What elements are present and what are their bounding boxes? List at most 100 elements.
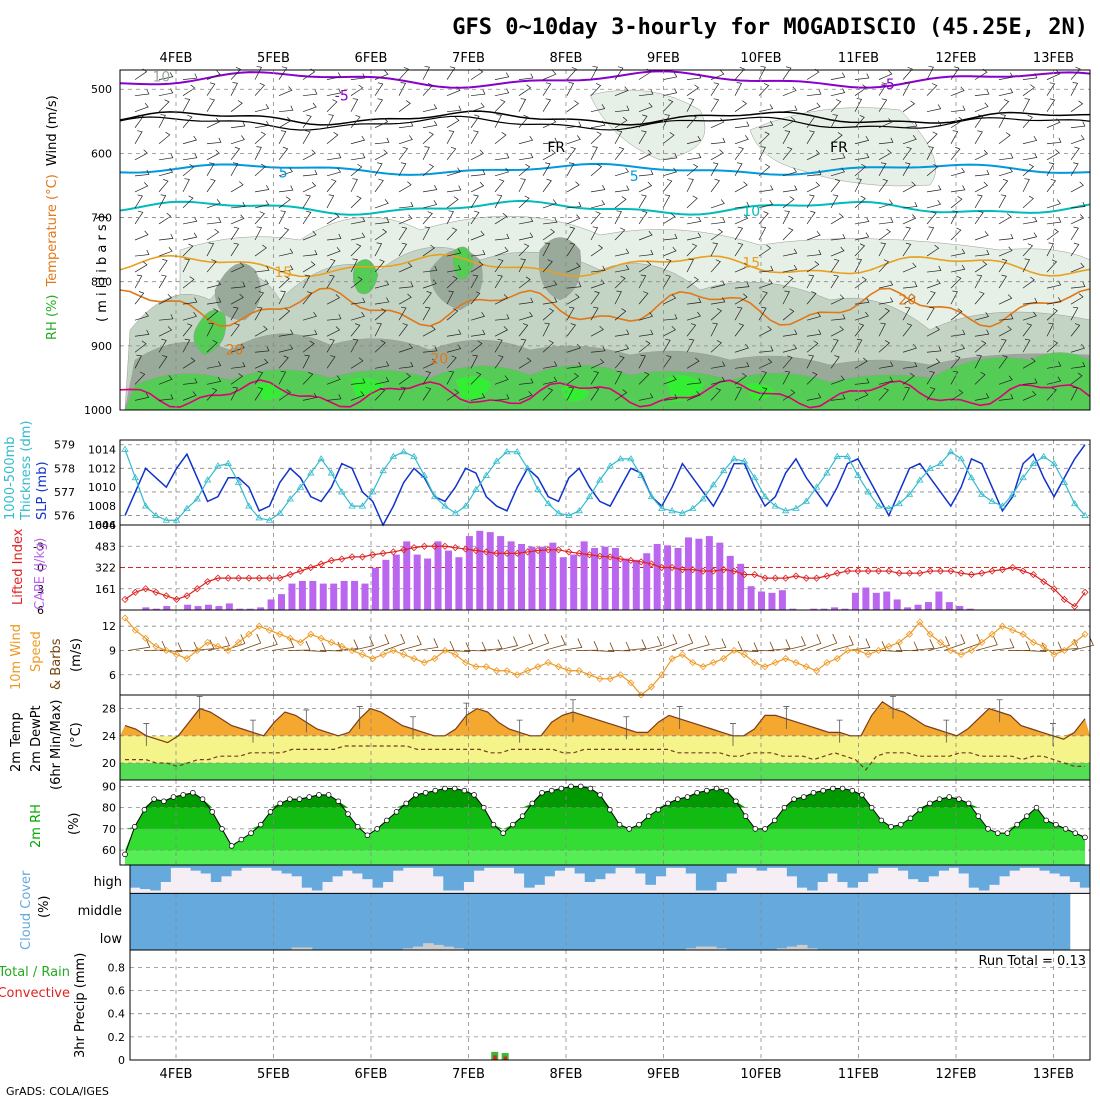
rh-marker (597, 792, 603, 798)
thickness-marker (265, 516, 274, 523)
wind-barb (1022, 98, 1031, 112)
cloud-middle-bar (796, 893, 808, 950)
li-marker (410, 544, 418, 552)
wind-barb (878, 228, 891, 241)
surface-wind-barb (479, 639, 503, 651)
wind-barb (1070, 361, 1086, 369)
wind-barb (206, 387, 218, 401)
rh-marker (258, 821, 264, 828)
wind-barb (566, 135, 581, 145)
cloud-high-bar (716, 865, 727, 882)
li-marker (874, 567, 883, 575)
contour-label: 50 (460, 288, 478, 304)
wind-barb (206, 70, 221, 80)
wind-barb (854, 258, 862, 273)
wind-barb (470, 340, 483, 353)
wind-barb (182, 232, 198, 241)
wind-barb (398, 306, 407, 321)
cloud-high-bar (514, 865, 525, 874)
tick-label: 700 (91, 212, 112, 225)
wind-barb (614, 86, 629, 96)
cloud-high-bar (908, 865, 919, 880)
wind-barb (1070, 293, 1084, 305)
cloud-high-bar (817, 865, 828, 882)
wind-barb (374, 322, 382, 337)
wind-barb (206, 308, 219, 321)
wind-barb (134, 311, 149, 321)
run-total-label: Run Total = 0.13 (978, 954, 1086, 969)
wind-barb (374, 117, 389, 129)
cloud-middle-bar (372, 893, 384, 950)
wind-speed-marker (844, 646, 852, 655)
tick-label: 9 (109, 644, 116, 657)
wind-barb (230, 201, 246, 209)
wind-barb (206, 259, 217, 273)
wind-barb (590, 244, 604, 257)
wind-barb (350, 243, 362, 257)
wind-barb (542, 242, 551, 257)
wind-barb (854, 232, 870, 241)
wind-barb (686, 73, 702, 80)
wind-speed-marker (462, 659, 470, 667)
thickness-marker (1019, 474, 1027, 481)
cloud-middle-bar (857, 893, 869, 950)
surface-wind-barb (863, 641, 887, 651)
cloud-middle-bar (362, 893, 374, 950)
wind-speed-marker (152, 642, 160, 650)
wind-barb (950, 248, 966, 257)
surface-wind-barb (847, 638, 871, 651)
cloud-high-bar (786, 865, 798, 877)
wind-barb (518, 135, 534, 145)
wind-barb (998, 274, 1007, 289)
cloud-middle-bar (503, 893, 515, 950)
cloud-middle-bar (402, 893, 414, 950)
cloud-high-bar (564, 865, 576, 868)
wind-barb (158, 274, 167, 289)
wind-speed-marker (709, 659, 717, 667)
cloud-low-bar (716, 948, 727, 950)
surface-wind-barb (687, 635, 710, 651)
wind-barb (638, 210, 648, 225)
surface-wind-barb (591, 642, 615, 652)
cloud-high-bar (1069, 865, 1081, 882)
cloud-low-bar (301, 947, 313, 950)
wind-speed-marker (998, 622, 1006, 630)
cape-bar (351, 580, 359, 610)
wind-barb (158, 99, 170, 112)
wind-barb (854, 390, 869, 401)
cloud-high-bar (291, 865, 303, 877)
wind-barb (878, 149, 892, 161)
thickness-marker (152, 511, 160, 518)
cloud-middle-label: middle (78, 904, 122, 919)
wind-barb (686, 378, 702, 385)
cape-bar (382, 559, 390, 610)
wind-barb (230, 361, 246, 369)
thickness-marker (276, 509, 284, 516)
cloud-high-label: high (94, 875, 122, 890)
wind-barb (422, 146, 430, 160)
wind-barb (182, 297, 198, 305)
rh-marker (655, 806, 662, 813)
li-marker (544, 546, 552, 554)
wind-barb (398, 201, 414, 209)
thickness-marker (131, 474, 140, 481)
li-marker (152, 588, 160, 596)
wind-barb (470, 130, 479, 144)
cape-bar (204, 604, 212, 610)
thickness-marker (771, 502, 780, 509)
minmax-errorbar (250, 719, 256, 743)
cloud-high-bar (412, 865, 424, 868)
cloud-middle-bar (514, 893, 525, 950)
wind-barb (470, 114, 480, 128)
cloud-high-bar (948, 865, 960, 868)
wind-speed-marker (524, 667, 532, 675)
wind-speed-marker (792, 659, 800, 667)
wind-barb (446, 196, 459, 209)
tick-label: 1000 (84, 404, 112, 417)
wind-label-2: Speed (29, 631, 44, 672)
cape-bar (538, 546, 546, 610)
tick-label: 70 (102, 823, 116, 836)
thickness-marker (905, 490, 914, 497)
cloud-high-bar (544, 865, 555, 877)
wind-barb (614, 66, 624, 80)
